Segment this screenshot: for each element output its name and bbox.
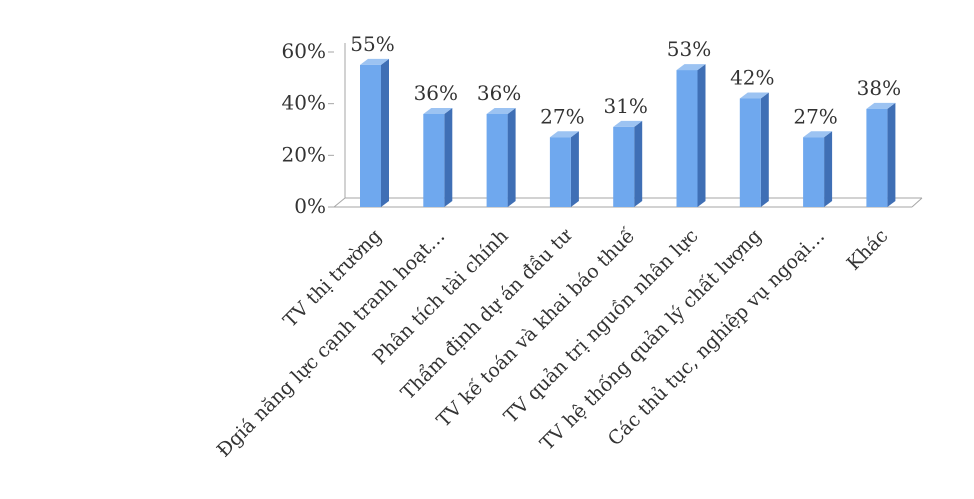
bar-side [824, 131, 833, 207]
bar [423, 108, 453, 207]
data-label: 27% [793, 104, 837, 128]
bar-front [803, 137, 825, 207]
bar-side [444, 108, 453, 207]
y-tick-label: 40% [282, 91, 326, 115]
data-label: 55% [350, 32, 394, 56]
bar [803, 131, 833, 207]
bar-side [570, 131, 579, 207]
floor-left-edge [333, 197, 346, 208]
bars [360, 58, 896, 208]
bar [486, 108, 516, 207]
bar-front [676, 70, 698, 207]
bar [866, 102, 896, 207]
bar-side [887, 102, 896, 207]
data-labels: 55% 36% 36% 27% 31% 53% 42% 27% 38% [350, 32, 901, 128]
bar-top [676, 64, 706, 71]
data-label: 38% [857, 76, 901, 100]
bar-side [634, 120, 643, 207]
bar-front [549, 137, 571, 207]
bar-top [423, 108, 453, 114]
data-label: 36% [414, 81, 458, 105]
bar-top [803, 131, 833, 138]
bar-front [739, 98, 761, 207]
bar-top [360, 58, 389, 65]
bar-front [613, 126, 635, 207]
bar-front [423, 114, 445, 207]
bar-side [760, 92, 769, 207]
data-label: 36% [477, 81, 521, 105]
bar-front [486, 114, 508, 207]
data-label: 42% [730, 66, 774, 90]
bar-top [613, 120, 643, 127]
bar [360, 58, 389, 208]
bar [613, 120, 643, 207]
bar-side [697, 64, 706, 207]
bar-top [549, 131, 579, 138]
category-label: Khác [843, 225, 893, 275]
y-axis-ticks: 0% 20% 40% 60% [282, 39, 334, 218]
bar-top [866, 102, 896, 109]
data-label: 27% [540, 104, 584, 128]
y-tick-label: 60% [282, 39, 326, 63]
bar-side [381, 58, 389, 207]
y-tick-label: 20% [282, 142, 326, 166]
y-tick-label: 0% [294, 194, 326, 218]
bar-front [866, 108, 888, 207]
floor-right-edge [911, 197, 923, 208]
bar [676, 64, 706, 207]
bar-side [507, 108, 516, 207]
bar [549, 131, 579, 207]
data-label: 53% [667, 37, 711, 61]
bar-top [486, 108, 516, 114]
bar-top [739, 92, 769, 99]
bar [739, 92, 769, 207]
bar-front [360, 64, 381, 208]
data-label: 31% [603, 94, 647, 118]
category-label: Đgiá năng lực cạnh tranh hoạt… [213, 225, 450, 462]
category-label: TV hệ thống quản lý chất lượng [536, 225, 766, 455]
